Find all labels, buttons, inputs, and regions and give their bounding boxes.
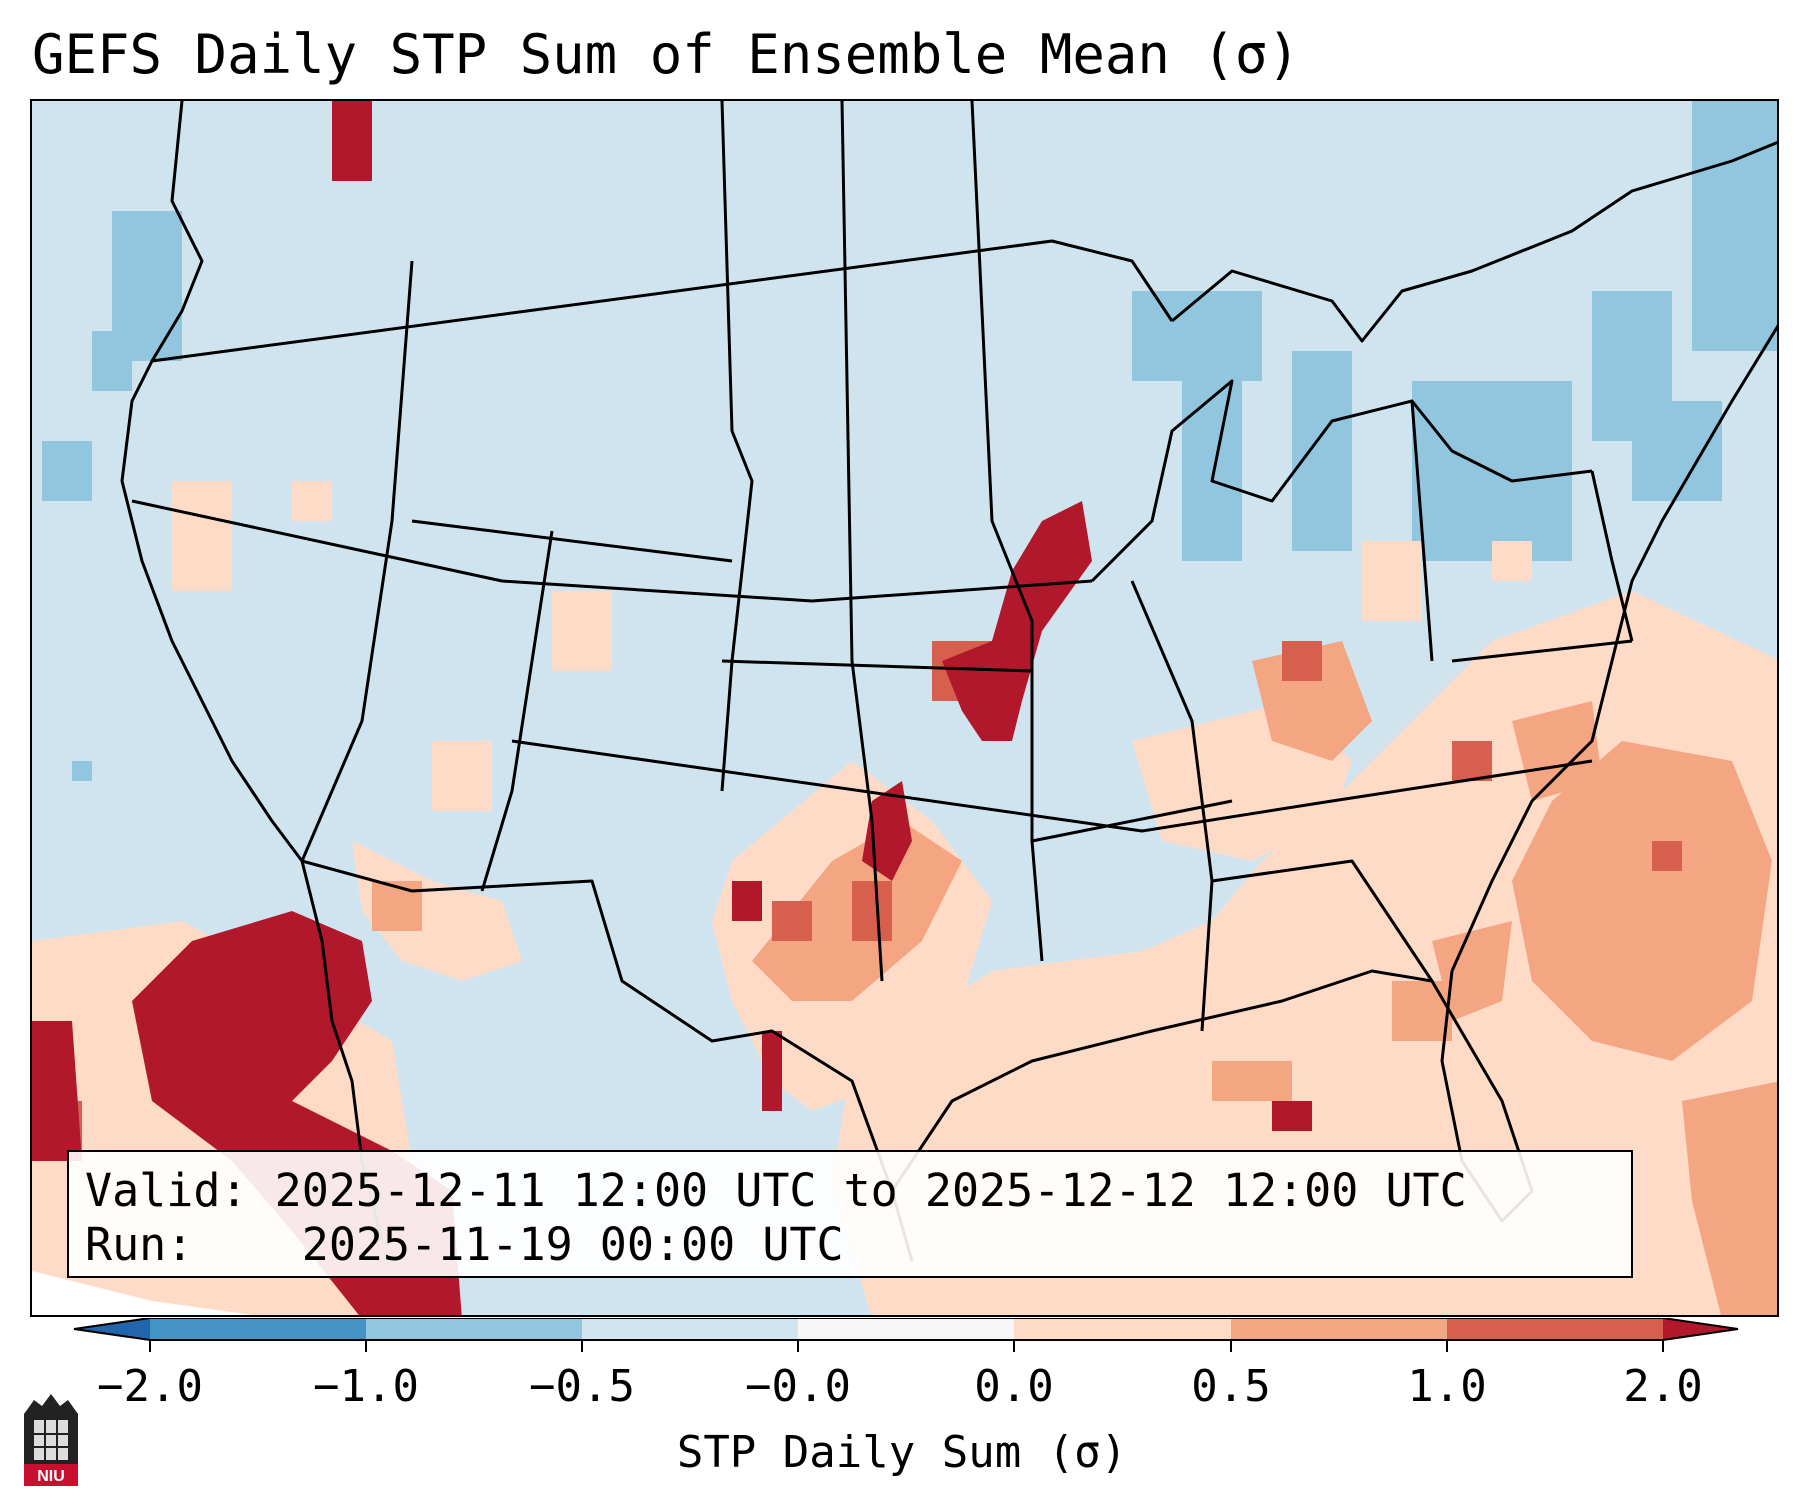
colorbar-tick-label: −2.0	[97, 1361, 203, 1412]
valid-label: Valid:	[85, 1164, 248, 1217]
colorbar-tick-marks	[149, 1340, 1664, 1352]
valid-value: 2025-12-11 12:00 UTC to 2025-12-12 12:00…	[274, 1164, 1467, 1217]
run-value: 2025-11-19 00:00 UTC	[301, 1218, 844, 1271]
colorbar-bin-4	[798, 1318, 1014, 1340]
boundaries	[120, 101, 1777, 1262]
colorbar-bin-5	[1014, 1318, 1231, 1340]
colorbar-label: STP Daily Sum (σ)	[676, 1427, 1128, 1478]
colorbar-tick-label: −0.0	[745, 1361, 851, 1412]
domain-edge	[32, 1271, 254, 1315]
colorbar-tick-label: 2.0	[1623, 1361, 1703, 1412]
colorbar-tick-label: 0.0	[974, 1361, 1054, 1412]
colorbar-bin-7	[1447, 1318, 1663, 1340]
colorbar	[73, 1318, 1739, 1352]
colorbar-tick-label: −0.5	[529, 1361, 635, 1412]
colorbar-bin-2	[366, 1318, 582, 1340]
stp-map	[30, 99, 1779, 1317]
colorbar-bin-3	[582, 1318, 798, 1340]
colorbar-bin-6	[1231, 1318, 1447, 1340]
colorbar-tick-label: 0.5	[1191, 1361, 1271, 1412]
colorbar-bin-1	[150, 1318, 366, 1340]
map-canvas	[32, 101, 1777, 1315]
logo-text: NIU	[37, 1468, 65, 1485]
valid-row: Valid: 2025-12-11 12:00 UTC to 2025-12-1…	[85, 1164, 1631, 1218]
validity-box: Valid: 2025-12-11 12:00 UTC to 2025-12-1…	[67, 1150, 1633, 1278]
niu-logo-icon: NIU	[24, 1394, 78, 1486]
run-label: Run:	[85, 1218, 194, 1271]
colorbar-under-triangle	[74, 1318, 150, 1340]
map-title: GEFS Daily STP Sum of Ensemble Mean (σ)	[32, 23, 1300, 86]
run-row: Run: 2025-11-19 00:00 UTC	[85, 1218, 1631, 1272]
colorbar-tick-label: 1.0	[1407, 1361, 1487, 1412]
colorbar-over-triangle	[1663, 1318, 1738, 1340]
colorbar-tick-label: −1.0	[313, 1361, 419, 1412]
